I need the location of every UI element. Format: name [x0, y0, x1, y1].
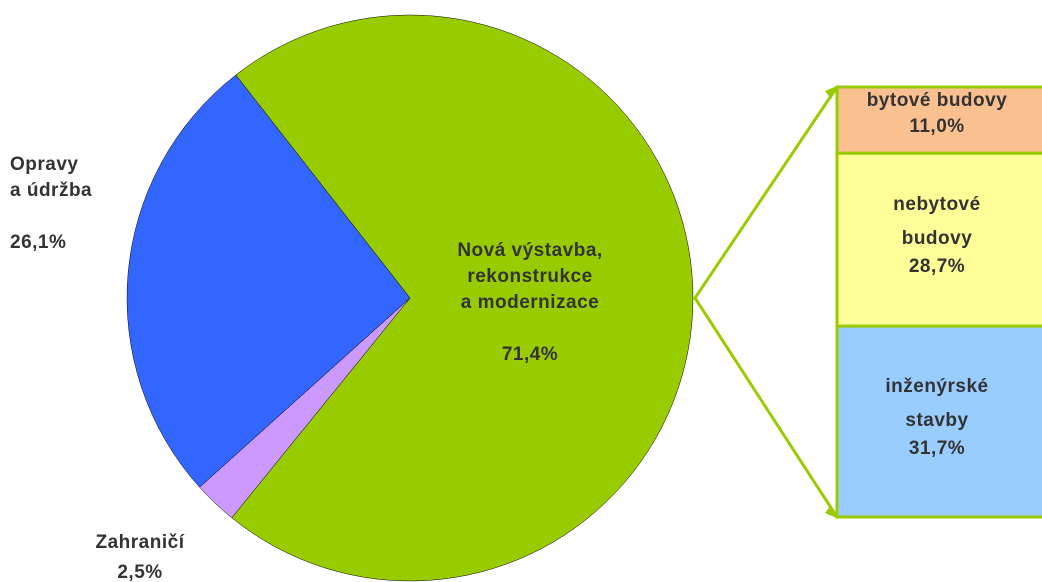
breakdown-value-label: 11,0% [909, 116, 965, 137]
slice-value-label: 2,5% [117, 562, 163, 582]
slice-label: Opravy a údržba [10, 154, 93, 201]
slice-value-label: 26,1% [10, 232, 67, 253]
pie-slice [126, 74, 411, 488]
connector-arrow [825, 85, 839, 99]
pie-slice [231, 14, 694, 582]
slice-label: Zahraničí [95, 532, 185, 553]
connector [693, 86, 839, 518]
breakdown-value-label: 31,7% [908, 437, 966, 459]
breakdown-label: nebytové budovy [893, 193, 981, 249]
slice-value-label: 71,4% [501, 344, 559, 365]
breakdown-bar [835, 324, 1042, 519]
connector-arrow [825, 505, 839, 519]
breakdown-value-label: 28,7% [908, 255, 966, 277]
slice-label: Nová výstavba, rekonstrukce a modernizac… [457, 240, 603, 313]
breakdown-bar [835, 85, 1042, 155]
breakdown-bar [835, 151, 1042, 328]
breakdown-label: inženýrské stavby [885, 375, 989, 431]
breakdown-label: bytové budovy [866, 90, 1008, 111]
